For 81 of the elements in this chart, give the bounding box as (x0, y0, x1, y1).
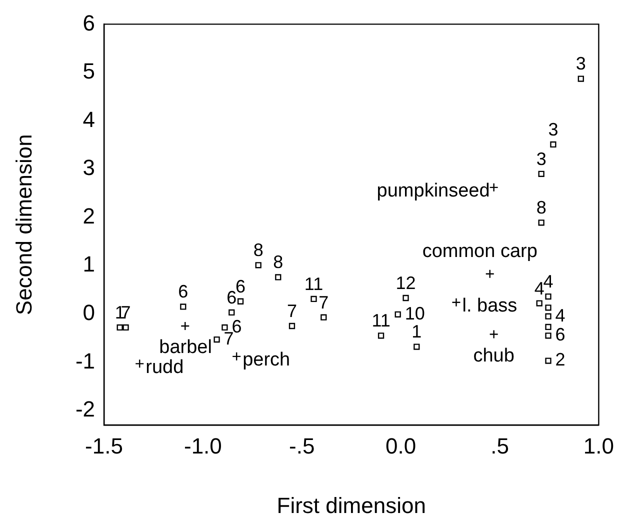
x-tick-label: -1.0 (184, 433, 222, 458)
annotation: pumpkinseed (376, 180, 490, 202)
y-tick-label: 3 (82, 155, 95, 180)
point (452, 298, 461, 307)
point (545, 358, 552, 364)
point (378, 332, 384, 339)
x-tick-label: -1.5 (85, 433, 123, 458)
y-tick-label: 4 (82, 106, 95, 132)
annotation: 12 (396, 272, 416, 293)
x-tick-label: 1.0 (583, 433, 614, 458)
point (489, 182, 498, 192)
y-tick-label: 0 (82, 300, 95, 325)
point (550, 141, 556, 148)
annotation: chub (473, 345, 514, 366)
y-tick-label: 2 (82, 203, 95, 228)
annotation: 6 (226, 287, 237, 308)
point (536, 300, 542, 306)
annotation: 6 (178, 282, 188, 302)
annotation: 11 (372, 310, 390, 331)
y-tick-label: 6 (82, 10, 95, 36)
point (222, 324, 228, 331)
annotation: 7 (318, 292, 329, 312)
point (489, 330, 498, 339)
point (122, 324, 129, 331)
point (402, 294, 409, 302)
point (545, 324, 552, 330)
y-tick-label: -2 (75, 396, 95, 422)
annotation: 7 (286, 300, 297, 321)
annotation: 6 (555, 324, 566, 345)
annotation: 4 (543, 272, 554, 292)
point (320, 314, 327, 320)
point (135, 359, 144, 368)
point (545, 304, 552, 311)
x-tick-label: 0.0 (386, 433, 416, 458)
point (545, 313, 552, 320)
annotation: 2 (555, 350, 566, 370)
point (545, 332, 552, 339)
point (180, 321, 190, 331)
point (578, 76, 584, 82)
annotation: 8 (536, 198, 546, 218)
point (310, 296, 317, 302)
point (228, 309, 235, 316)
annotation: 6 (232, 316, 242, 336)
point (275, 274, 282, 280)
annotation: 4 (555, 305, 566, 326)
y-axis-title: Second dimension (11, 134, 36, 316)
point (214, 336, 220, 343)
point (545, 293, 552, 300)
annotation: 8 (253, 240, 264, 260)
annotation: 10 (404, 303, 425, 324)
y-tick-label: -1 (75, 348, 95, 374)
x-axis-title: First dimension (276, 492, 426, 518)
x-tick-label: -.5 (289, 433, 315, 458)
point (288, 322, 296, 330)
annotation: 8 (273, 252, 284, 272)
point (538, 170, 544, 177)
annotation: 6 (236, 276, 246, 296)
annotation: 3 (548, 119, 558, 140)
annotation: barbel (159, 337, 212, 358)
point (237, 298, 244, 304)
annotation: common carp (422, 241, 538, 262)
point (414, 344, 420, 350)
annotation: 4 (534, 278, 544, 298)
point (485, 269, 494, 278)
annotation: 7 (224, 328, 234, 348)
point (116, 324, 123, 331)
annotation: 1 (412, 322, 422, 342)
point (180, 304, 186, 310)
annotation: l. bass (462, 296, 518, 317)
y-tick-label: 5 (82, 58, 95, 84)
point (232, 352, 242, 362)
y-tick-label: 1 (82, 252, 95, 277)
annotation: 3 (536, 148, 546, 169)
annotation: rudd (146, 356, 184, 378)
annotation: 3 (576, 54, 586, 74)
annotation: perch (242, 350, 290, 371)
point (394, 311, 401, 318)
point (538, 220, 544, 226)
annotation: 11 (304, 274, 324, 294)
point (255, 262, 262, 268)
x-tick-label: .5 (490, 433, 509, 458)
